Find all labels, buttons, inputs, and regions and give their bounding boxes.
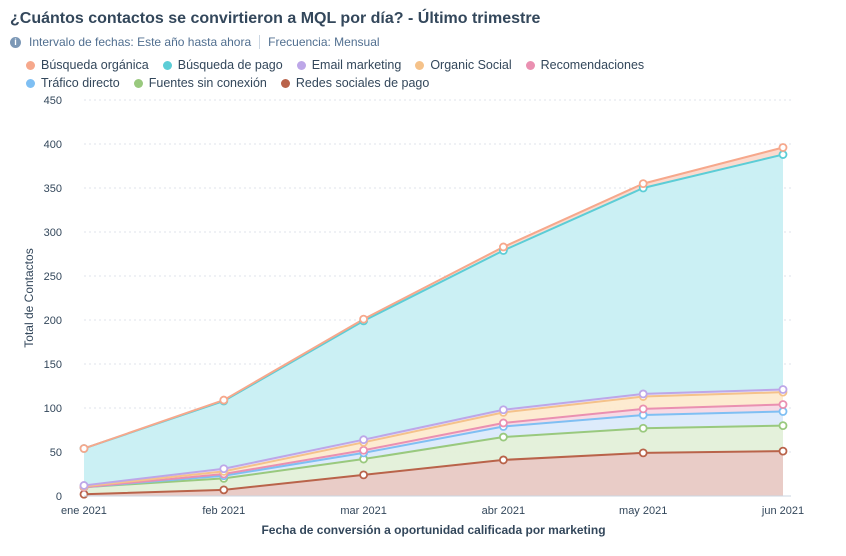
x-tick-label: feb 2021 xyxy=(202,505,245,517)
data-point[interactable] xyxy=(359,314,369,324)
legend-item[interactable]: Email marketing xyxy=(296,58,402,72)
data-point[interactable] xyxy=(778,421,788,431)
data-point[interactable] xyxy=(498,418,508,428)
legend-dot xyxy=(133,78,143,88)
legend-row-1: Búsqueda orgánica Búsqueda de pago Email… xyxy=(26,56,726,74)
y-tick-label: 100 xyxy=(44,403,62,415)
data-point[interactable] xyxy=(498,432,508,442)
data-point[interactable] xyxy=(498,455,508,465)
x-tick-label: mar 2021 xyxy=(340,505,386,517)
legend-item[interactable]: Tráfico directo xyxy=(26,76,120,90)
meta-divider xyxy=(259,35,261,49)
y-axis-title: Total de Contactos xyxy=(22,248,36,347)
data-point[interactable] xyxy=(778,446,788,456)
y-tick-label: 50 xyxy=(50,447,62,459)
legend-dot xyxy=(280,78,290,88)
legend-dot xyxy=(296,60,306,70)
legend-dot xyxy=(525,60,535,70)
data-point[interactable] xyxy=(498,405,508,415)
series-line xyxy=(83,403,784,489)
data-point[interactable] xyxy=(79,444,89,453)
area-redes-sociales-de-pago xyxy=(84,451,783,496)
legend-dot xyxy=(26,78,35,88)
series-line xyxy=(83,450,784,496)
area-tráfico-directo xyxy=(84,411,783,488)
data-point[interactable] xyxy=(778,143,788,152)
y-tick-label: 250 xyxy=(44,271,62,283)
y-tick-label: 150 xyxy=(44,359,62,371)
legend-item[interactable]: Búsqueda orgánica xyxy=(26,58,149,72)
y-tick-label: 300 xyxy=(44,227,62,239)
data-point[interactable] xyxy=(79,481,89,490)
y-tick-label: 350 xyxy=(44,183,62,195)
data-point[interactable] xyxy=(778,385,788,394)
data-point[interactable] xyxy=(638,448,648,458)
legend-item[interactable]: Redes sociales de pago xyxy=(280,76,430,90)
data-point[interactable] xyxy=(359,435,369,445)
legend-item[interactable]: Recomendaciones xyxy=(525,58,645,72)
data-point[interactable] xyxy=(638,389,648,399)
legend-label: Organic Social xyxy=(430,58,512,72)
x-tick-label: abr 2021 xyxy=(482,505,525,517)
data-point[interactable] xyxy=(359,445,369,455)
legend-label: Redes sociales de pago xyxy=(295,76,430,90)
y-tick-label: 450 xyxy=(44,95,62,107)
data-point[interactable] xyxy=(498,242,508,252)
legend-label: Fuentes sin conexión xyxy=(148,76,267,90)
data-point[interactable] xyxy=(79,489,89,499)
legend-item[interactable]: Fuentes sin conexión xyxy=(133,76,267,90)
chart-title: ¿Cuántos contactos se convirtieron a MQL… xyxy=(10,10,541,27)
data-point[interactable] xyxy=(219,464,229,474)
data-point[interactable] xyxy=(638,423,648,433)
info-icon[interactable]: i xyxy=(10,36,21,48)
area-fuentes-sin-conexión xyxy=(84,425,783,495)
chart-meta: i Intervalo de fechas: Este año hasta ah… xyxy=(10,35,380,49)
data-point[interactable] xyxy=(359,470,369,480)
legend-item[interactable]: Organic Social xyxy=(415,58,512,72)
legend-label: Búsqueda de pago xyxy=(177,58,283,72)
series-line xyxy=(83,424,784,489)
data-point[interactable] xyxy=(778,400,788,409)
data-point[interactable] xyxy=(778,150,788,159)
legend: Búsqueda orgánica Búsqueda de pago Email… xyxy=(26,56,726,92)
series-line xyxy=(83,388,784,487)
series-line xyxy=(83,410,784,489)
y-tick-label: 0 xyxy=(56,491,62,503)
x-axis-title: Fecha de conversión a oportunidad califi… xyxy=(261,523,605,537)
x-tick-label: may 2021 xyxy=(619,505,667,517)
data-point[interactable] xyxy=(638,404,648,414)
legend-dot xyxy=(162,60,172,70)
area-búsqueda-de-pago xyxy=(84,154,783,486)
legend-dot xyxy=(415,60,425,70)
data-point[interactable] xyxy=(219,395,229,405)
frequency-label: Frecuencia: Mensual xyxy=(268,35,380,49)
x-tick-label: ene 2021 xyxy=(61,505,107,517)
data-point[interactable] xyxy=(638,179,648,189)
series-line xyxy=(83,146,784,450)
legend-row-2: Tráfico directo Fuentes sin conexión Red… xyxy=(26,74,726,92)
legend-label: Tráfico directo xyxy=(41,76,120,90)
y-tick-label: 200 xyxy=(44,315,62,327)
x-tick-label: jun 2021 xyxy=(761,505,804,517)
legend-dot xyxy=(26,60,35,70)
series-line xyxy=(83,391,784,488)
y-tick-label: 400 xyxy=(44,139,62,151)
legend-label: Recomendaciones xyxy=(540,58,645,72)
date-range-label: Intervalo de fechas: Este año hasta ahor… xyxy=(29,35,252,49)
area-organic-social xyxy=(84,392,783,488)
data-point[interactable] xyxy=(778,407,788,416)
legend-label: Búsqueda orgánica xyxy=(41,58,149,72)
data-point[interactable] xyxy=(219,485,229,495)
legend-item[interactable]: Búsqueda de pago xyxy=(162,58,283,72)
legend-label: Email marketing xyxy=(311,58,402,72)
